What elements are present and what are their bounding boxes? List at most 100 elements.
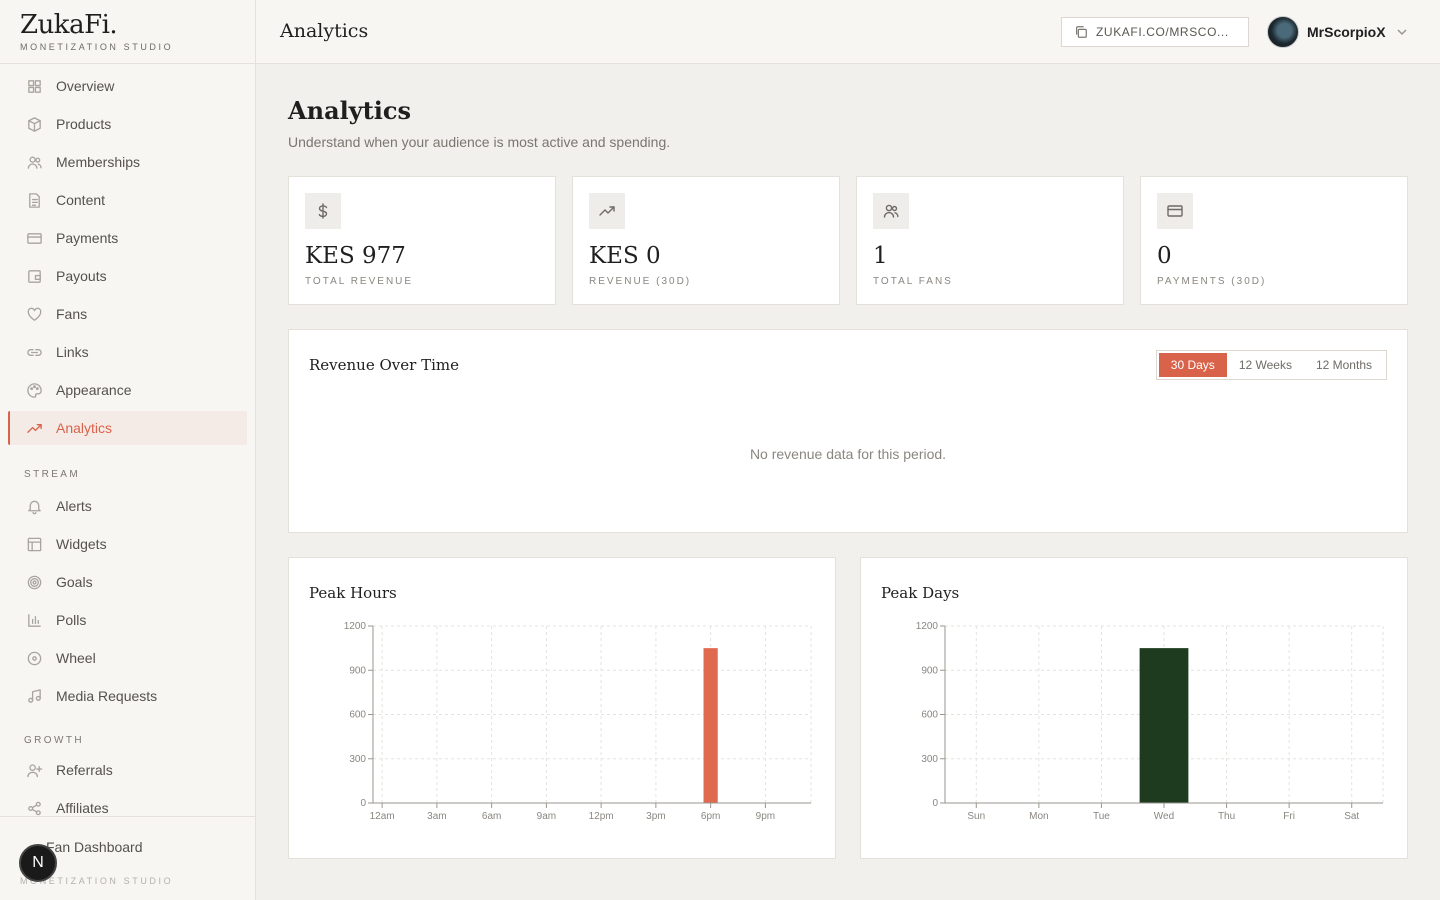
sidebar-item-label: Affiliates	[56, 800, 109, 816]
stat-value: 1	[873, 243, 888, 269]
nav-icon-wrap	[25, 267, 43, 285]
y-tick-label: 600	[921, 710, 938, 721]
sidebar-item-referrals[interactable]: Referrals	[8, 753, 247, 787]
sidebar-item-content[interactable]: Content	[8, 183, 247, 217]
range-12-weeks[interactable]: 12 Weeks	[1238, 358, 1292, 372]
trending-icon	[26, 423, 42, 433]
y-tick-label: 0	[360, 798, 366, 809]
bar-6pm[interactable]	[703, 648, 718, 803]
stat-icon-box	[589, 193, 625, 229]
nav-icon-wrap	[25, 229, 43, 247]
chevron-down-icon	[1397, 29, 1407, 36]
sidebar-item-polls[interactable]: Polls	[8, 603, 247, 637]
sidebar-item-memberships[interactable]: Memberships	[8, 145, 247, 179]
nav-icon-wrap	[25, 191, 43, 209]
revenue-card-title: Revenue Over Time	[309, 356, 459, 374]
sidebar-item-label: Overview	[56, 78, 115, 94]
sidebar-item-widgets[interactable]: Widgets	[8, 527, 247, 561]
sidebar-item-label: Alerts	[56, 498, 92, 514]
x-tick-label: Wed	[1154, 811, 1174, 822]
sidebar-item-analytics[interactable]: Analytics	[8, 411, 247, 445]
bell-icon	[27, 500, 41, 514]
copy-link-button[interactable]: ZUKAFI.CO/MRSCO...	[1061, 17, 1249, 47]
stat-label: PAYMENTS (30D)	[1157, 276, 1267, 287]
bar-chart-icon	[27, 613, 41, 627]
disc-icon	[27, 651, 41, 665]
sidebar-item-label: Payments	[56, 230, 119, 246]
y-tick-label: 1200	[344, 621, 367, 632]
sidebar-item-label: Links	[56, 344, 89, 360]
user-plus-icon	[26, 763, 42, 777]
sidebar-item-wheel[interactable]: Wheel	[8, 641, 247, 675]
x-tick-label: Sun	[967, 811, 985, 822]
page-title: Analytics	[288, 96, 412, 125]
dev-badge[interactable]: N	[19, 844, 57, 882]
range-12-months[interactable]: 12 Months	[1315, 358, 1372, 372]
stat-card-total-fans: 1 TOTAL FANS	[856, 176, 1124, 305]
nav-icon-wrap	[25, 153, 43, 171]
revenue-over-time-card: Revenue Over Time 30 Days 12 Weeks 12 Mo…	[288, 329, 1408, 533]
x-tick-label: 6pm	[701, 811, 720, 822]
box-icon	[27, 116, 41, 132]
sidebar-item-label: Memberships	[56, 154, 141, 170]
stat-icon-box	[1157, 193, 1193, 229]
nav-icon-wrap	[25, 687, 43, 705]
nav-icon-wrap	[25, 573, 43, 591]
palette-icon	[26, 382, 42, 398]
range-30-days[interactable]: 30 Days	[1158, 353, 1227, 377]
nav-icon-wrap	[25, 381, 43, 399]
x-tick-label: 3am	[427, 811, 446, 822]
sidebar-item-label: Fans	[56, 306, 88, 322]
stat-value: 0	[1157, 243, 1172, 269]
sidebar-item-label: Polls	[56, 612, 87, 628]
sidebar-item-appearance[interactable]: Appearance	[8, 373, 247, 407]
range-selector: 30 Days 12 Weeks 12 Months	[1155, 350, 1387, 380]
copy-icon	[1076, 26, 1087, 38]
sidebar-footer: Fan Dashboard MONETIZATION STUDIO N	[0, 816, 255, 900]
growth-nav: Referrals Affiliates	[0, 753, 255, 825]
sidebar-item-payouts[interactable]: Payouts	[8, 259, 247, 293]
nav-icon-wrap	[25, 419, 43, 437]
brand[interactable]: ZukaFi. MONETIZATION STUDIO	[0, 0, 255, 64]
sidebar-item-goals[interactable]: Goals	[8, 565, 247, 599]
nav-icon-wrap	[25, 343, 43, 361]
sidebar-item-links[interactable]: Links	[8, 335, 247, 369]
peak-hours-title: Peak Hours	[309, 584, 397, 602]
y-tick-label: 300	[349, 754, 366, 765]
nav-icon-wrap	[25, 649, 43, 667]
stat-card-total-revenue: KES 977 TOTAL REVENUE	[288, 176, 556, 305]
sidebar-item-label: Content	[56, 192, 106, 208]
stat-icon-box	[305, 193, 341, 229]
sidebar-item-alerts[interactable]: Alerts	[8, 489, 247, 523]
avatar	[1267, 16, 1299, 48]
stream-section-label: STREAM	[24, 469, 81, 480]
sidebar-item-overview[interactable]: Overview	[8, 69, 247, 103]
nav-icon-wrap	[25, 77, 43, 95]
sidebar-item-media-requests[interactable]: Media Requests	[8, 679, 247, 713]
stat-card-revenue-30d: KES 0 REVENUE (30D)	[572, 176, 840, 305]
user-name: MrScorpioX	[1307, 24, 1386, 40]
layout-icon	[27, 537, 41, 551]
sidebar-item-products[interactable]: Products	[8, 107, 247, 141]
nav-icon-wrap	[25, 611, 43, 629]
sidebar-item-label: Analytics	[56, 420, 113, 436]
x-tick-label: 9am	[537, 811, 556, 822]
fan-dashboard-link[interactable]: Fan Dashboard	[46, 839, 143, 855]
topbar-title: Analytics	[280, 20, 369, 42]
sidebar-item-affiliates[interactable]: Affiliates	[8, 791, 247, 825]
user-menu[interactable]: MrScorpioX	[1267, 16, 1408, 48]
bar-wed[interactable]	[1139, 648, 1189, 803]
stat-value: KES 0	[589, 243, 661, 269]
topbar: Analytics ZUKAFI.CO/MRSCO... MrScorpioX	[256, 0, 1440, 64]
sidebar-item-label: Referrals	[56, 762, 113, 778]
stat-label: TOTAL REVENUE	[305, 276, 414, 287]
stat-value: KES 977	[305, 243, 406, 269]
profile-link-text: ZUKAFI.CO/MRSCO...	[1096, 25, 1229, 39]
sidebar-item-payments[interactable]: Payments	[8, 221, 247, 255]
y-tick-label: 900	[349, 665, 366, 676]
nav-icon-wrap	[25, 535, 43, 553]
sidebar-item-label: Media Requests	[56, 688, 158, 704]
sidebar-item-fans[interactable]: Fans	[8, 297, 247, 331]
peak-days-card: Peak Days 0 300 600 900 1200 Sun Mon Tue Wed Thu F…	[860, 557, 1408, 859]
x-tick-label: 12am	[370, 811, 395, 822]
